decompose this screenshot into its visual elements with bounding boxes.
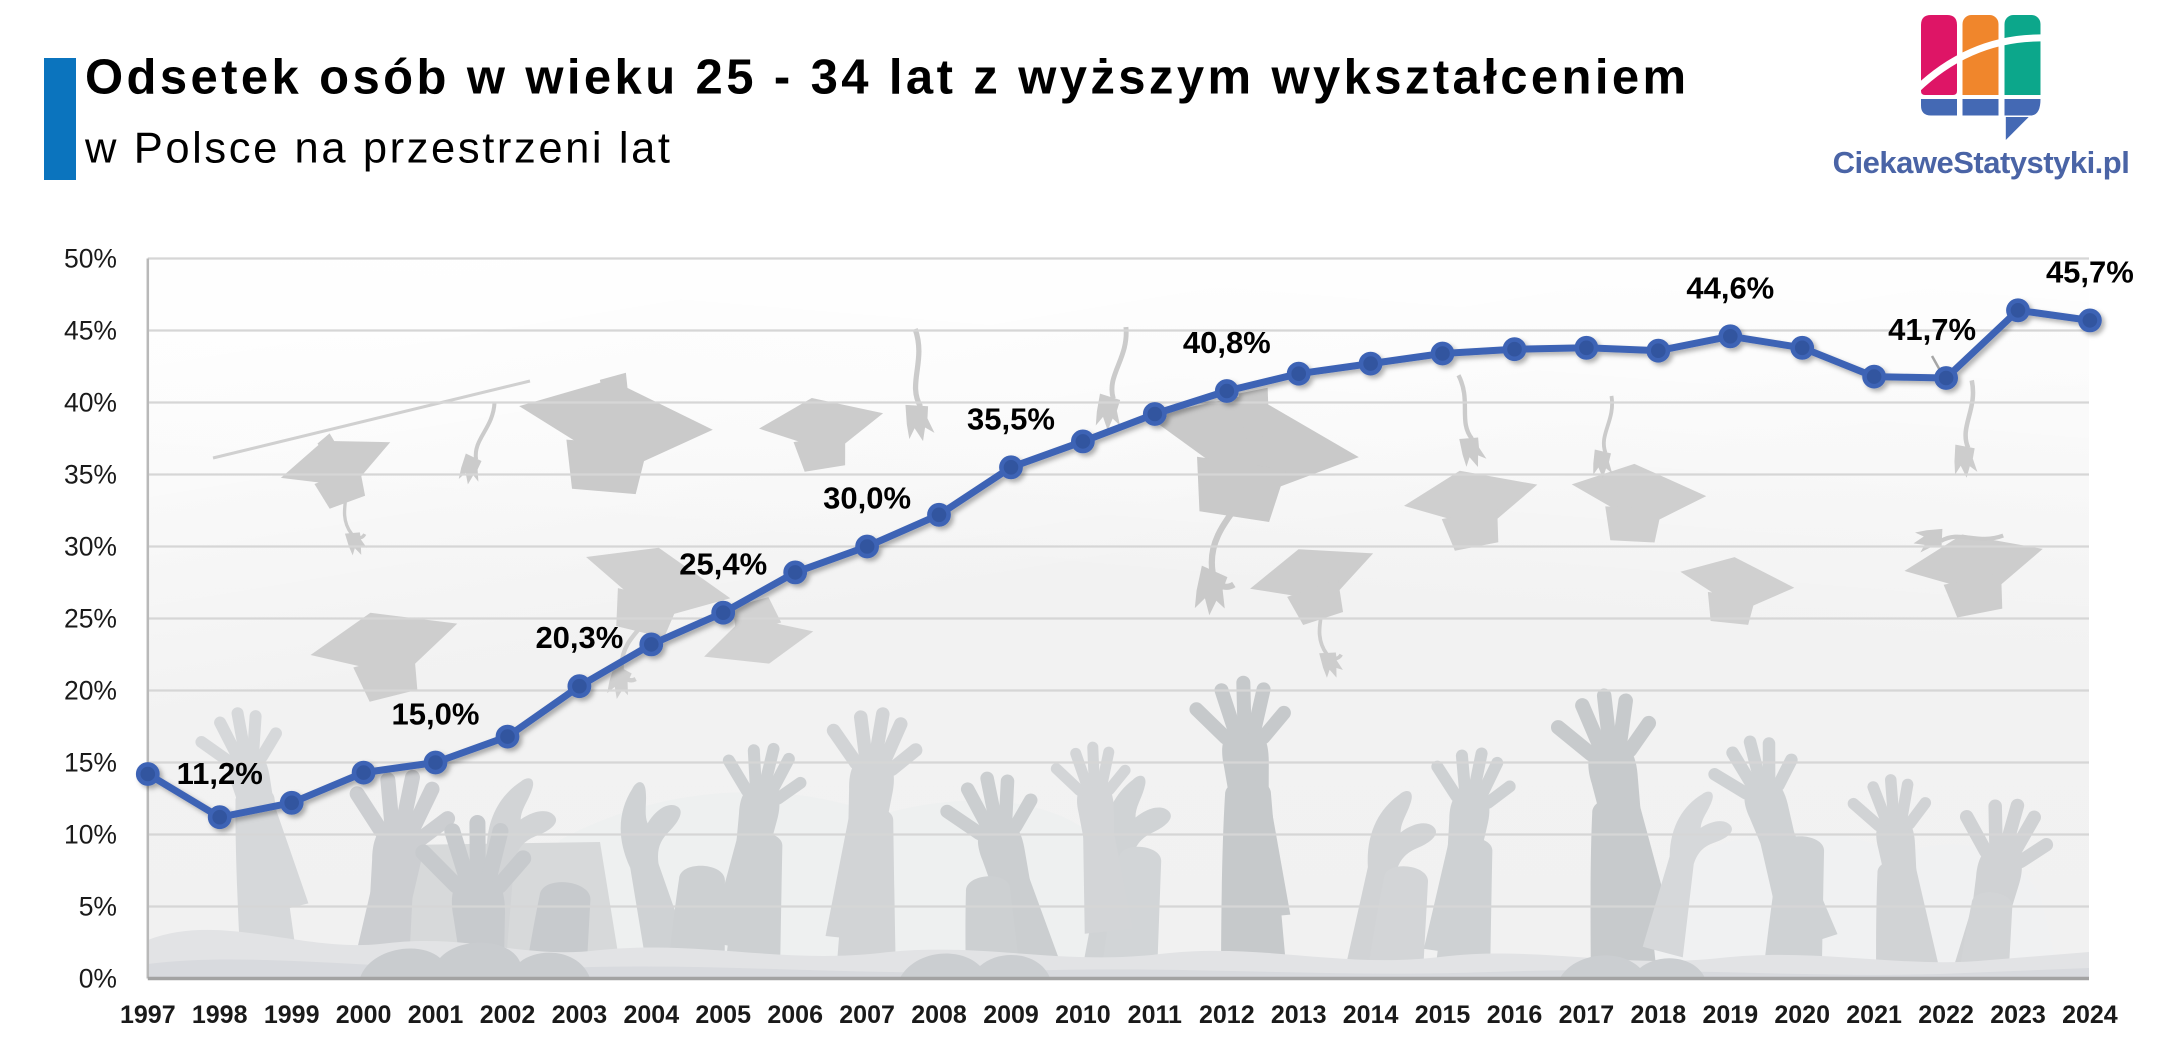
svg-text:2012: 2012 [1199,1001,1255,1029]
svg-text:1997: 1997 [120,1001,176,1029]
svg-text:11,2%: 11,2% [177,756,263,791]
svg-text:2022: 2022 [1918,1001,1974,1029]
svg-text:2014: 2014 [1343,1001,1399,1029]
svg-text:20%: 20% [64,676,117,706]
svg-text:41,7%: 41,7% [1888,312,1976,347]
svg-text:2013: 2013 [1271,1001,1327,1029]
svg-text:2023: 2023 [1990,1001,2046,1029]
svg-text:20,3%: 20,3% [535,620,623,655]
svg-text:10%: 10% [64,820,117,850]
svg-text:45%: 45% [64,316,117,346]
svg-text:2002: 2002 [480,1001,536,1029]
svg-text:45,7%: 45,7% [2046,254,2134,289]
svg-text:2019: 2019 [1702,1001,1758,1029]
svg-text:25,4%: 25,4% [679,547,767,582]
svg-text:Odsetek osób w wieku 25 - 34 l: Odsetek osób w wieku 25 - 34 lat z wyższ… [85,51,1690,105]
svg-text:15,0%: 15,0% [392,697,480,732]
svg-text:15%: 15% [64,748,117,778]
svg-text:44,6%: 44,6% [1686,270,1774,305]
svg-text:1998: 1998 [192,1001,248,1029]
svg-text:2024: 2024 [2062,1001,2118,1029]
svg-text:2017: 2017 [1559,1001,1615,1029]
svg-text:30,0%: 30,0% [823,481,911,516]
svg-text:25%: 25% [64,604,117,634]
svg-text:2011: 2011 [1128,1001,1182,1029]
svg-text:50%: 50% [64,244,117,274]
svg-text:2016: 2016 [1487,1001,1543,1029]
svg-text:2010: 2010 [1055,1001,1111,1029]
svg-text:2005: 2005 [695,1001,751,1029]
svg-text:0%: 0% [79,964,117,994]
svg-text:2003: 2003 [552,1001,608,1029]
svg-text:2000: 2000 [336,1001,392,1029]
svg-text:2015: 2015 [1415,1001,1471,1029]
svg-text:2009: 2009 [983,1001,1039,1029]
svg-text:30%: 30% [64,532,117,562]
svg-text:1999: 1999 [264,1001,320,1029]
svg-text:35,5%: 35,5% [967,401,1055,436]
svg-text:CiekaweStatystyki.pl: CiekaweStatystyki.pl [1833,145,2130,180]
svg-text:2006: 2006 [767,1001,823,1029]
svg-text:2008: 2008 [911,1001,967,1029]
svg-text:2007: 2007 [839,1001,895,1029]
svg-text:2021: 2021 [1846,1001,1902,1029]
svg-text:35%: 35% [64,460,117,490]
svg-text:5%: 5% [79,892,117,922]
svg-text:2001: 2001 [408,1001,464,1029]
svg-text:40,8%: 40,8% [1183,325,1271,360]
svg-text:2020: 2020 [1774,1001,1830,1029]
svg-text:w Polsce na przestrzeni lat: w Polsce na przestrzeni lat [84,125,673,173]
svg-text:2018: 2018 [1630,1001,1686,1029]
svg-text:2004: 2004 [623,1001,679,1029]
svg-text:40%: 40% [64,388,117,418]
